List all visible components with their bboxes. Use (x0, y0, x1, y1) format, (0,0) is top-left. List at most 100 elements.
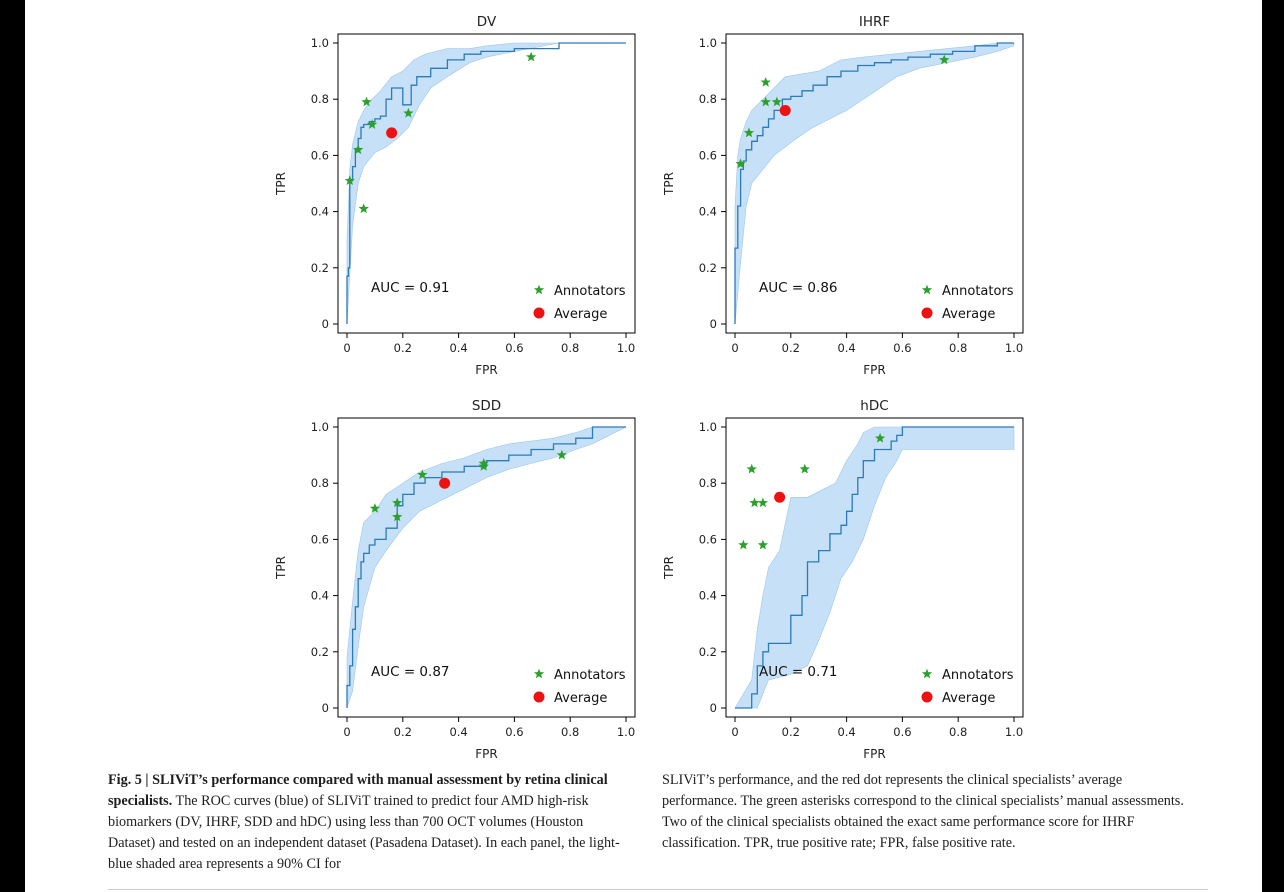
roc-chart-dv: 0 0.2 0.4 0.6 0.8 1.0 0 0.2 0.4 0.6 0.8 1.0 DV FPR TPR… (274, 14, 636, 377)
y-tick-label: 0.8 (699, 476, 717, 490)
caption-text-left: The ROC curves (blue) of SLIViT trained … (108, 793, 620, 872)
x-tick-label: 1.0 (617, 341, 635, 355)
annotator-star (358, 203, 369, 214)
chart-title: IHRF (859, 14, 890, 30)
roc-chart-sdd: 0 0.2 0.4 0.6 0.8 1.0 0 0.2 0.4 0.6 0.8 1.0 SDD FPR TP… (274, 398, 636, 761)
y-tick-label: 0.2 (699, 261, 717, 275)
legend-annotator-star (921, 668, 933, 679)
legend-annotator-star (533, 284, 545, 295)
average-dot (774, 491, 786, 503)
annotator-star (939, 54, 950, 65)
x-tick-label: 0.6 (893, 725, 911, 739)
roc-line (735, 426, 1014, 709)
annotator-star (757, 497, 769, 508)
annotator-star (403, 107, 414, 118)
roc-panel-dv: 0 0.2 0.4 0.6 0.8 1.0 0 0.2 0.4 0.6 0.8 1.0 DV FPR TPR… (271, 8, 651, 380)
chart-title: hDC (860, 398, 888, 414)
legend-annotators-label: Annotators (554, 284, 626, 299)
caption-text-right: SLIViT’s performance, and the red dot re… (662, 772, 1184, 851)
bottom-rule (108, 889, 1208, 890)
x-tick-label: 0.4 (837, 341, 855, 355)
x-tick-label: 0.4 (449, 341, 467, 355)
caption-label: Fig. 5 | SLIViT’s performance compared w… (108, 772, 608, 809)
average-dot (386, 127, 398, 139)
y-tick-label: 0.8 (699, 92, 717, 106)
legend-annotator-star (921, 284, 933, 295)
auc-label: AUC = 0.91 (371, 280, 450, 296)
roc-chart-hdc: 0 0.2 0.4 0.6 0.8 1.0 0 0.2 0.4 0.6 0.8 1.0 hDC FPR TP… (662, 398, 1024, 761)
chart-title: SDD (472, 398, 501, 414)
annotator-star (392, 497, 403, 508)
x-tick-label: 0 (343, 725, 350, 739)
y-tick-label: 0.4 (311, 589, 329, 603)
x-tick-label: 0.8 (561, 725, 579, 739)
y-tick-label: 0 (710, 701, 717, 715)
x-tick-label: 0.2 (394, 725, 412, 739)
legend-average-label: Average (554, 307, 607, 322)
annotator-star (417, 469, 428, 480)
x-tick-label: 0.8 (949, 725, 967, 739)
y-tick-label: 0.2 (311, 261, 329, 275)
x-tick-label: 0 (343, 341, 350, 355)
roc-panel-ihrf: 0 0.2 0.4 0.6 0.8 1.0 0 0.2 0.4 0.6 0.8 1.0 IHRF FPR T… (659, 8, 1039, 380)
annotator-star (874, 432, 886, 443)
x-tick-label: 0.8 (949, 341, 967, 355)
annotator-star (556, 449, 567, 460)
annotator-star (799, 463, 810, 474)
legend-average-label: Average (942, 307, 995, 322)
chart-title: DV (477, 14, 497, 30)
annotator-star (738, 539, 749, 550)
ci-band (346, 42, 626, 325)
x-tick-label: 0.2 (782, 725, 800, 739)
x-tick-label: 0.6 (893, 341, 911, 355)
auc-label: AUC = 0.87 (371, 664, 450, 680)
ci-band (346, 426, 627, 709)
legend-average-dot (921, 307, 933, 319)
x-tick-label: 0.6 (505, 725, 523, 739)
average-dot (439, 477, 451, 489)
annotator-star (369, 503, 381, 513)
annotator-star (366, 119, 378, 129)
legend-annotators-label: Annotators (942, 284, 1014, 299)
plot-frame (725, 417, 1024, 718)
annotator-star (760, 76, 771, 87)
annotator-star (735, 158, 746, 169)
plot-frame (337, 417, 636, 718)
y-tick-label: 0.6 (311, 148, 329, 162)
plot-frame (725, 33, 1024, 334)
y-axis-label: TPR (274, 172, 288, 196)
x-tick-label: 1.0 (1005, 341, 1023, 355)
y-tick-label: 0.8 (311, 92, 329, 106)
y-axis-label: TPR (274, 556, 288, 580)
annotator-star (478, 460, 489, 471)
y-tick-label: 0.4 (699, 589, 717, 603)
x-tick-label: 1.0 (617, 725, 635, 739)
roc-line (734, 42, 1014, 324)
x-axis-label: FPR (863, 747, 885, 761)
legend-annotators-label: Annotators (554, 668, 626, 683)
x-tick-label: 0.4 (449, 725, 467, 739)
y-axis-label: TPR (662, 172, 676, 196)
legend-annotators-label: Annotators (942, 668, 1014, 683)
roc-line (346, 42, 626, 324)
auc-label: AUC = 0.86 (759, 280, 838, 296)
roc-panel-hdc: 0 0.2 0.4 0.6 0.8 1.0 0 0.2 0.4 0.6 0.8 1.0 hDC FPR TP… (659, 392, 1039, 764)
legend-average-label: Average (554, 691, 607, 706)
legend-average-dot (921, 691, 933, 703)
annotator-star (771, 96, 782, 107)
figure-caption-left: Fig. 5 | SLIViT’s performance compared w… (108, 770, 623, 875)
annotator-star (757, 539, 769, 550)
roc-chart-ihrf: 0 0.2 0.4 0.6 0.8 1.0 0 0.2 0.4 0.6 0.8 1.0 IHRF FPR T… (662, 14, 1024, 377)
x-tick-label: 0.8 (561, 341, 579, 355)
y-tick-label: 0 (710, 317, 717, 331)
figure-caption-right: SLIViT’s performance, and the red dot re… (662, 770, 1197, 854)
figure-page: 0 0.2 0.4 0.6 0.8 1.0 0 0.2 0.4 0.6 0.8 1.0 DV FPR TPR… (25, 0, 1262, 892)
x-axis-label: FPR (475, 363, 497, 377)
y-tick-label: 1.0 (699, 420, 717, 434)
y-tick-label: 1.0 (311, 36, 329, 50)
roc-panel-sdd: 0 0.2 0.4 0.6 0.8 1.0 0 0.2 0.4 0.6 0.8 1.0 SDD FPR TP… (271, 392, 651, 764)
x-tick-label: 0 (731, 341, 738, 355)
x-tick-label: 0.2 (782, 341, 800, 355)
legend-average-dot (533, 691, 545, 703)
ci-band (734, 42, 1015, 325)
